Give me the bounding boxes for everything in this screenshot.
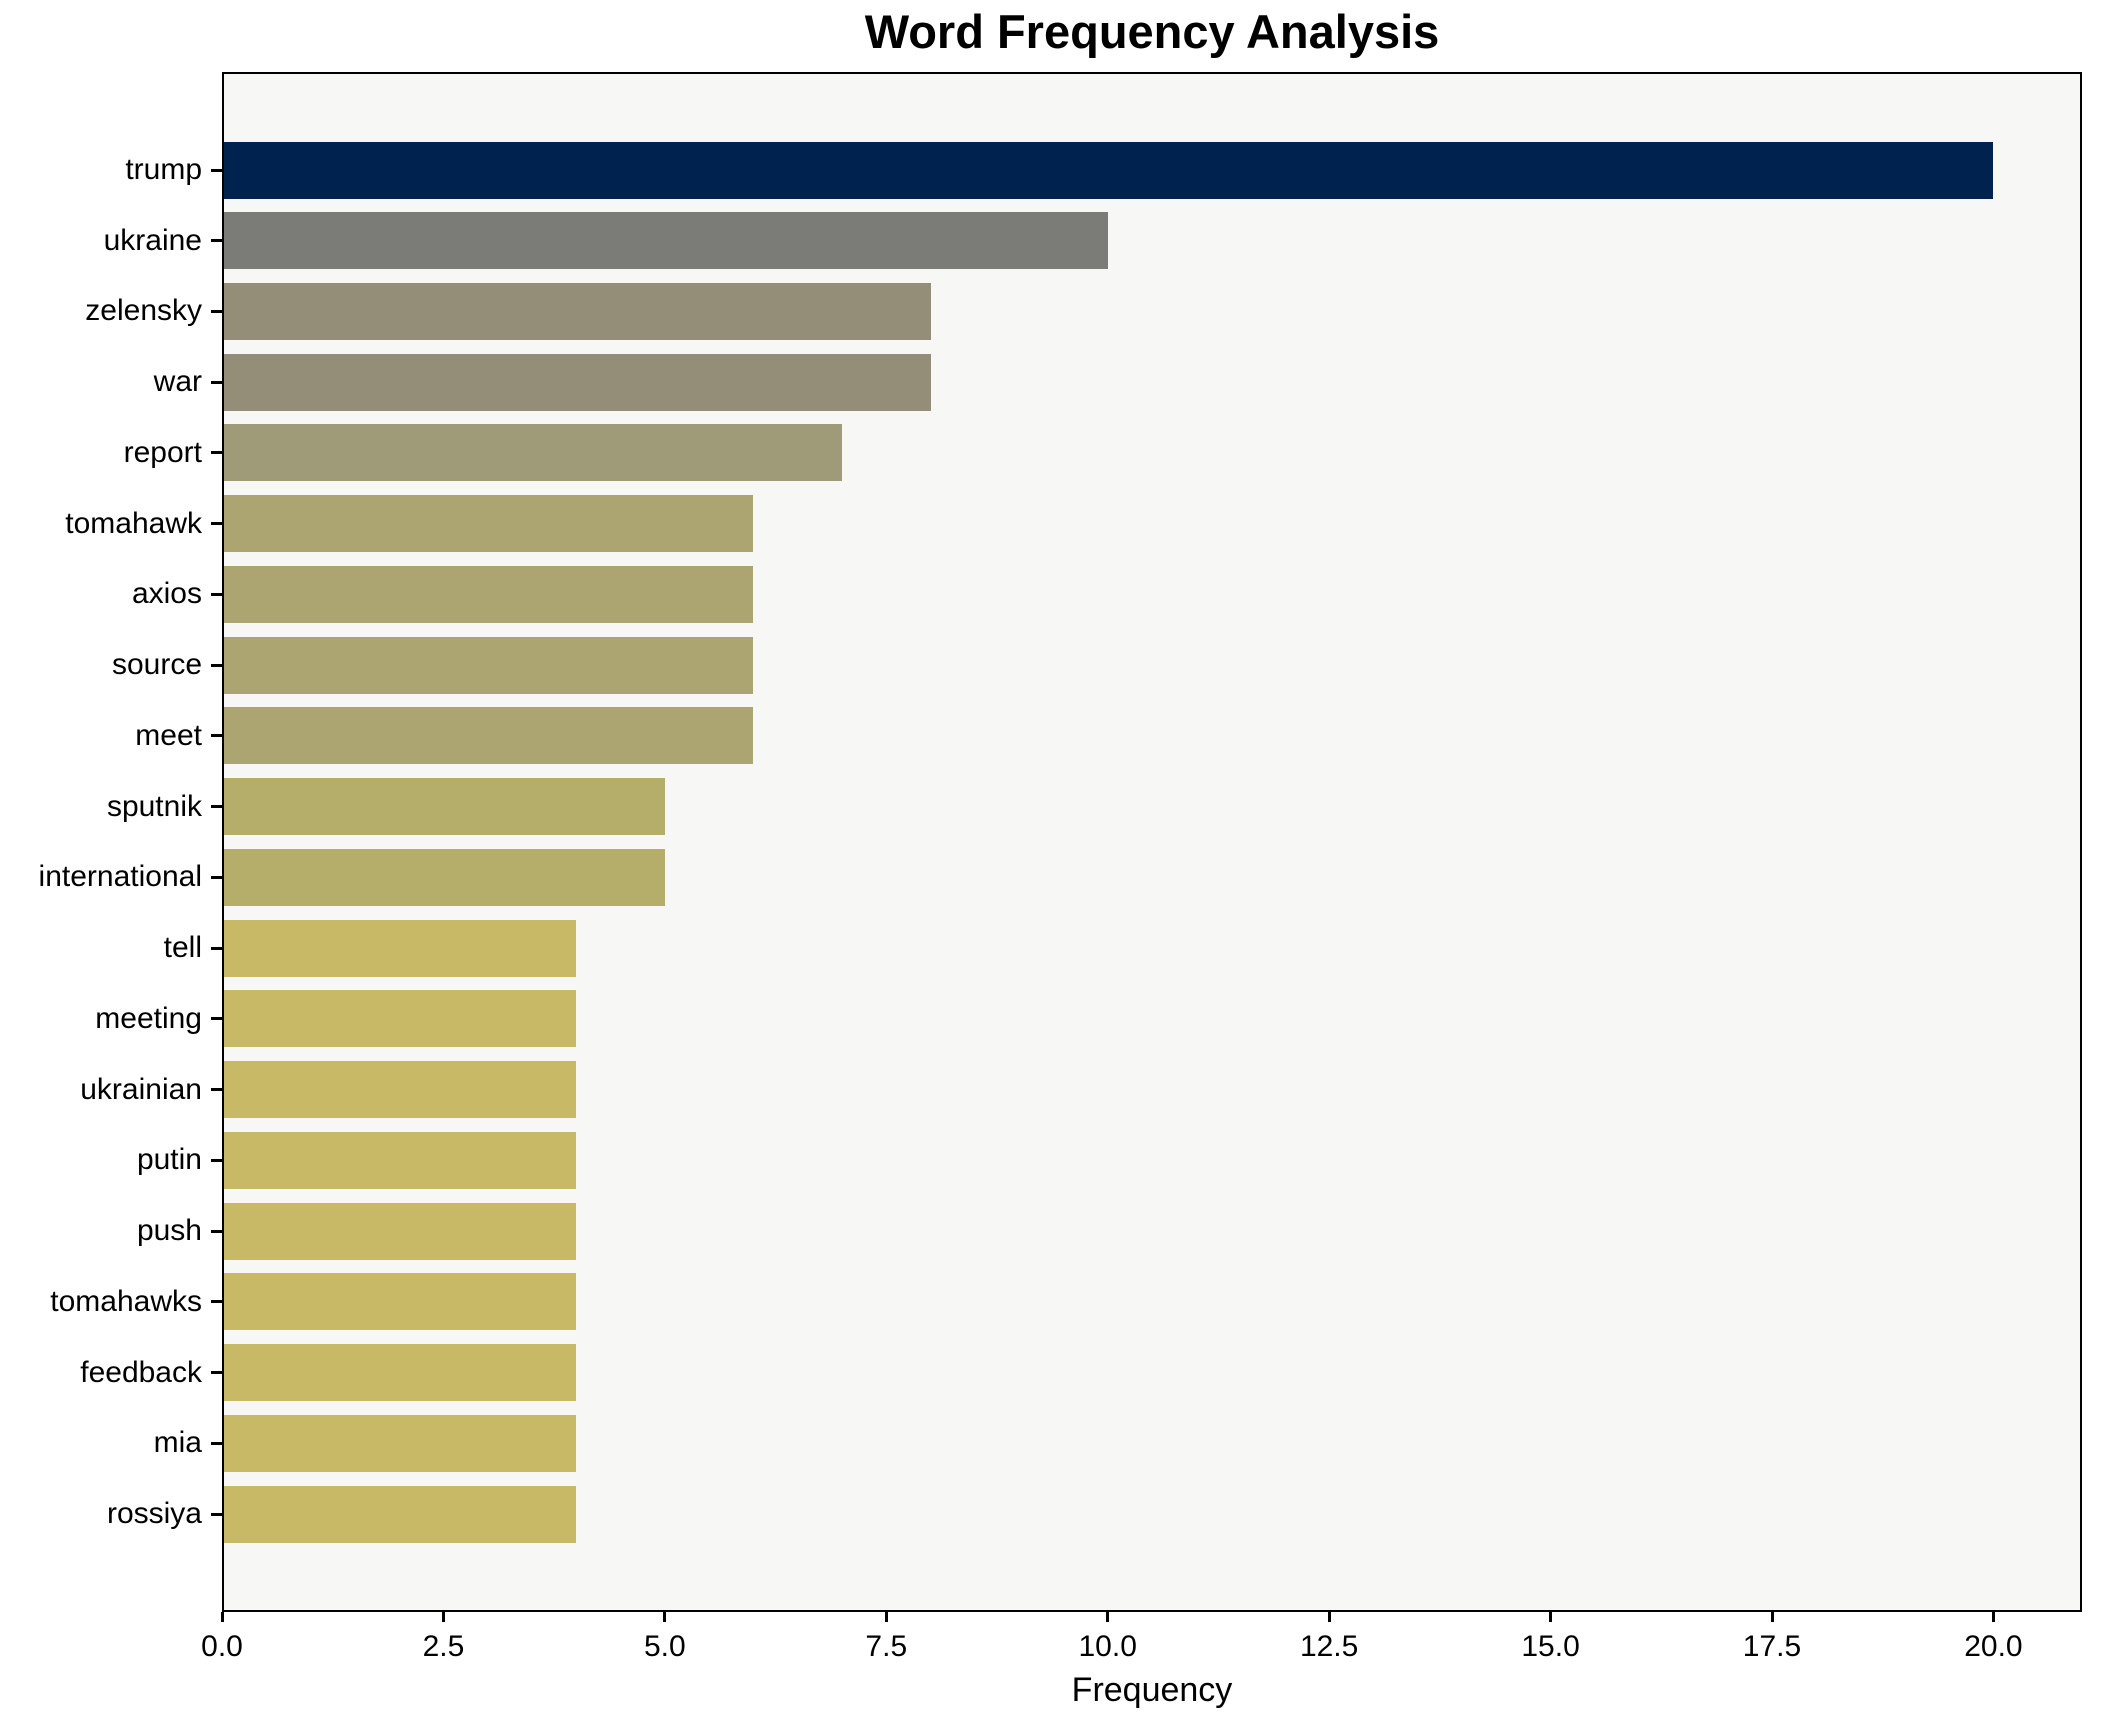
x-tick-10.0: [1106, 1612, 1110, 1622]
y-tick-label-tomahawk: tomahawk: [65, 506, 202, 540]
y-tick-label-push: push: [136, 1214, 202, 1248]
x-tick-20.0: [1991, 1612, 1995, 1622]
y-tick-label-trump: trump: [125, 153, 202, 186]
y-tick-source: [211, 663, 222, 667]
bar-tomahawk: [224, 495, 753, 553]
y-tick-rossiya: [211, 1512, 222, 1516]
x-tick-label-15.0: 15.0: [1521, 1630, 1580, 1663]
y-tick-label-mia: mia: [153, 1426, 202, 1460]
bar-mia: [224, 1414, 576, 1472]
y-tick-label-ukraine: ukraine: [103, 223, 202, 257]
y-tick-report: [211, 451, 222, 455]
y-tick-tell: [211, 946, 222, 950]
x-tick-5.0: [663, 1612, 667, 1622]
bar-tomahawks: [224, 1273, 576, 1331]
x-tick-7.5: [884, 1612, 888, 1622]
x-tick-label-2.5: 2.5: [422, 1630, 465, 1663]
y-tick-label-sputnik: sputnik: [106, 789, 202, 823]
x-tick-label-0.0: 0.0: [201, 1630, 243, 1663]
y-tick-sputnik: [211, 805, 222, 809]
bar-sputnik: [224, 778, 665, 836]
bar-tell: [224, 919, 576, 977]
bar-international: [224, 848, 665, 906]
y-tick-label-axios: axios: [131, 577, 202, 611]
x-tick-12.5: [1327, 1612, 1331, 1622]
bar-zelensky: [224, 282, 931, 340]
x-tick-label-10.0: 10.0: [1078, 1630, 1137, 1663]
y-tick-label-tell: tell: [163, 931, 202, 965]
y-tick-mia: [211, 1441, 222, 1445]
x-tick-0.0: [220, 1612, 224, 1622]
y-tick-feedback: [211, 1371, 222, 1375]
y-tick-label-report: report: [123, 435, 202, 469]
x-tick-2.5: [441, 1612, 445, 1622]
y-tick-international: [211, 875, 222, 879]
x-axis-label: Frequency: [1071, 1671, 1233, 1709]
bar-ukraine: [224, 212, 1108, 270]
y-tick-label-war: war: [153, 365, 202, 399]
y-tick-axios: [211, 592, 222, 596]
bar-report: [224, 424, 842, 482]
bar-ukrainian: [224, 1061, 576, 1119]
y-tick-label-meet: meet: [135, 718, 202, 752]
y-tick-tomahawk: [211, 522, 222, 526]
x-tick-label-17.5: 17.5: [1742, 1630, 1802, 1663]
y-tick-label-meeting: meeting: [95, 1001, 202, 1035]
y-tick-trump: [211, 168, 222, 172]
y-tick-zelensky: [211, 309, 222, 313]
y-tick-label-ukrainian: ukrainian: [80, 1072, 202, 1106]
bar-meeting: [224, 990, 576, 1048]
bar-meet: [224, 707, 753, 765]
y-tick-label-tomahawks: tomahawks: [50, 1284, 202, 1318]
x-tick-label-12.5: 12.5: [1299, 1630, 1359, 1663]
bar-putin: [224, 1131, 576, 1189]
y-tick-meet: [211, 734, 222, 738]
y-tick-label-international: international: [38, 860, 202, 894]
y-tick-label-putin: putin: [136, 1143, 202, 1177]
y-tick-ukraine: [211, 239, 222, 243]
bar-source: [224, 636, 753, 694]
y-tick-label-zelensky: zelensky: [85, 294, 202, 328]
y-tick-label-source: source: [111, 648, 202, 682]
y-tick-war: [211, 380, 222, 384]
chart-title: Word Frequency Analysis: [864, 5, 1440, 58]
bar-war: [224, 353, 931, 411]
bar-axios: [224, 565, 753, 623]
x-tick-17.5: [1770, 1612, 1774, 1622]
y-tick-label-feedback: feedback: [80, 1355, 202, 1389]
y-tick-label-rossiya: rossiya: [106, 1497, 202, 1530]
x-tick-label-20.0: 20.0: [1964, 1630, 2023, 1663]
x-tick-15.0: [1549, 1612, 1553, 1622]
y-tick-push: [211, 1229, 222, 1233]
bar-push: [224, 1202, 576, 1260]
bar-rossiya: [224, 1485, 576, 1543]
bar-trump: [224, 141, 1993, 199]
bar-feedback: [224, 1344, 576, 1402]
x-tick-label-7.5: 7.5: [865, 1630, 908, 1663]
y-tick-tomahawks: [211, 1300, 222, 1304]
y-tick-putin: [211, 1158, 222, 1162]
y-tick-meeting: [211, 1017, 222, 1021]
y-tick-ukrainian: [211, 1088, 222, 1092]
x-tick-label-5.0: 5.0: [643, 1630, 686, 1663]
